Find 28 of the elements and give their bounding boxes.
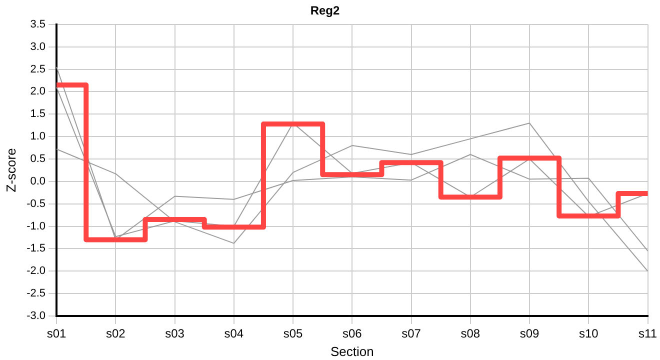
y-axis-title: Z-score <box>3 148 18 192</box>
y-tick-label: -1.0 <box>26 220 46 232</box>
x-tick-label: s08 <box>460 326 480 341</box>
x-tick-label: s11 <box>638 326 658 341</box>
y-tick-label: 1.5 <box>30 108 46 120</box>
y-tick-label: 3.0 <box>30 40 46 53</box>
y-tick-label: -3.0 <box>26 310 46 322</box>
x-tick-label: s05 <box>283 326 304 341</box>
x-tick-label: s04 <box>224 326 244 341</box>
x-axis-title: Section <box>330 344 374 359</box>
y-tick-label: -2.0 <box>26 265 46 278</box>
y-tick-label: 2.5 <box>30 63 46 76</box>
y-tick-label: 0.0 <box>30 175 46 188</box>
y-tick-label: 1.0 <box>30 130 46 143</box>
x-tick-label: s10 <box>578 326 599 341</box>
y-tick-label: 0.5 <box>30 153 46 166</box>
y-tick-label: 3.5 <box>30 18 46 30</box>
x-tick-label: s09 <box>520 326 540 341</box>
chart-title: Reg2 <box>310 4 340 18</box>
y-tick-label: -0.5 <box>26 198 46 210</box>
x-tick-label: s07 <box>402 326 422 341</box>
y-tick-label: -1.5 <box>26 242 46 255</box>
x-tick-label: s02 <box>106 326 126 341</box>
y-tick-label: -2.5 <box>26 288 46 300</box>
y-tick-label: 2.0 <box>30 86 46 98</box>
x-tick-label: s01 <box>46 326 67 341</box>
x-tick-label: s06 <box>342 326 362 341</box>
x-tick-label: s03 <box>165 326 185 341</box>
